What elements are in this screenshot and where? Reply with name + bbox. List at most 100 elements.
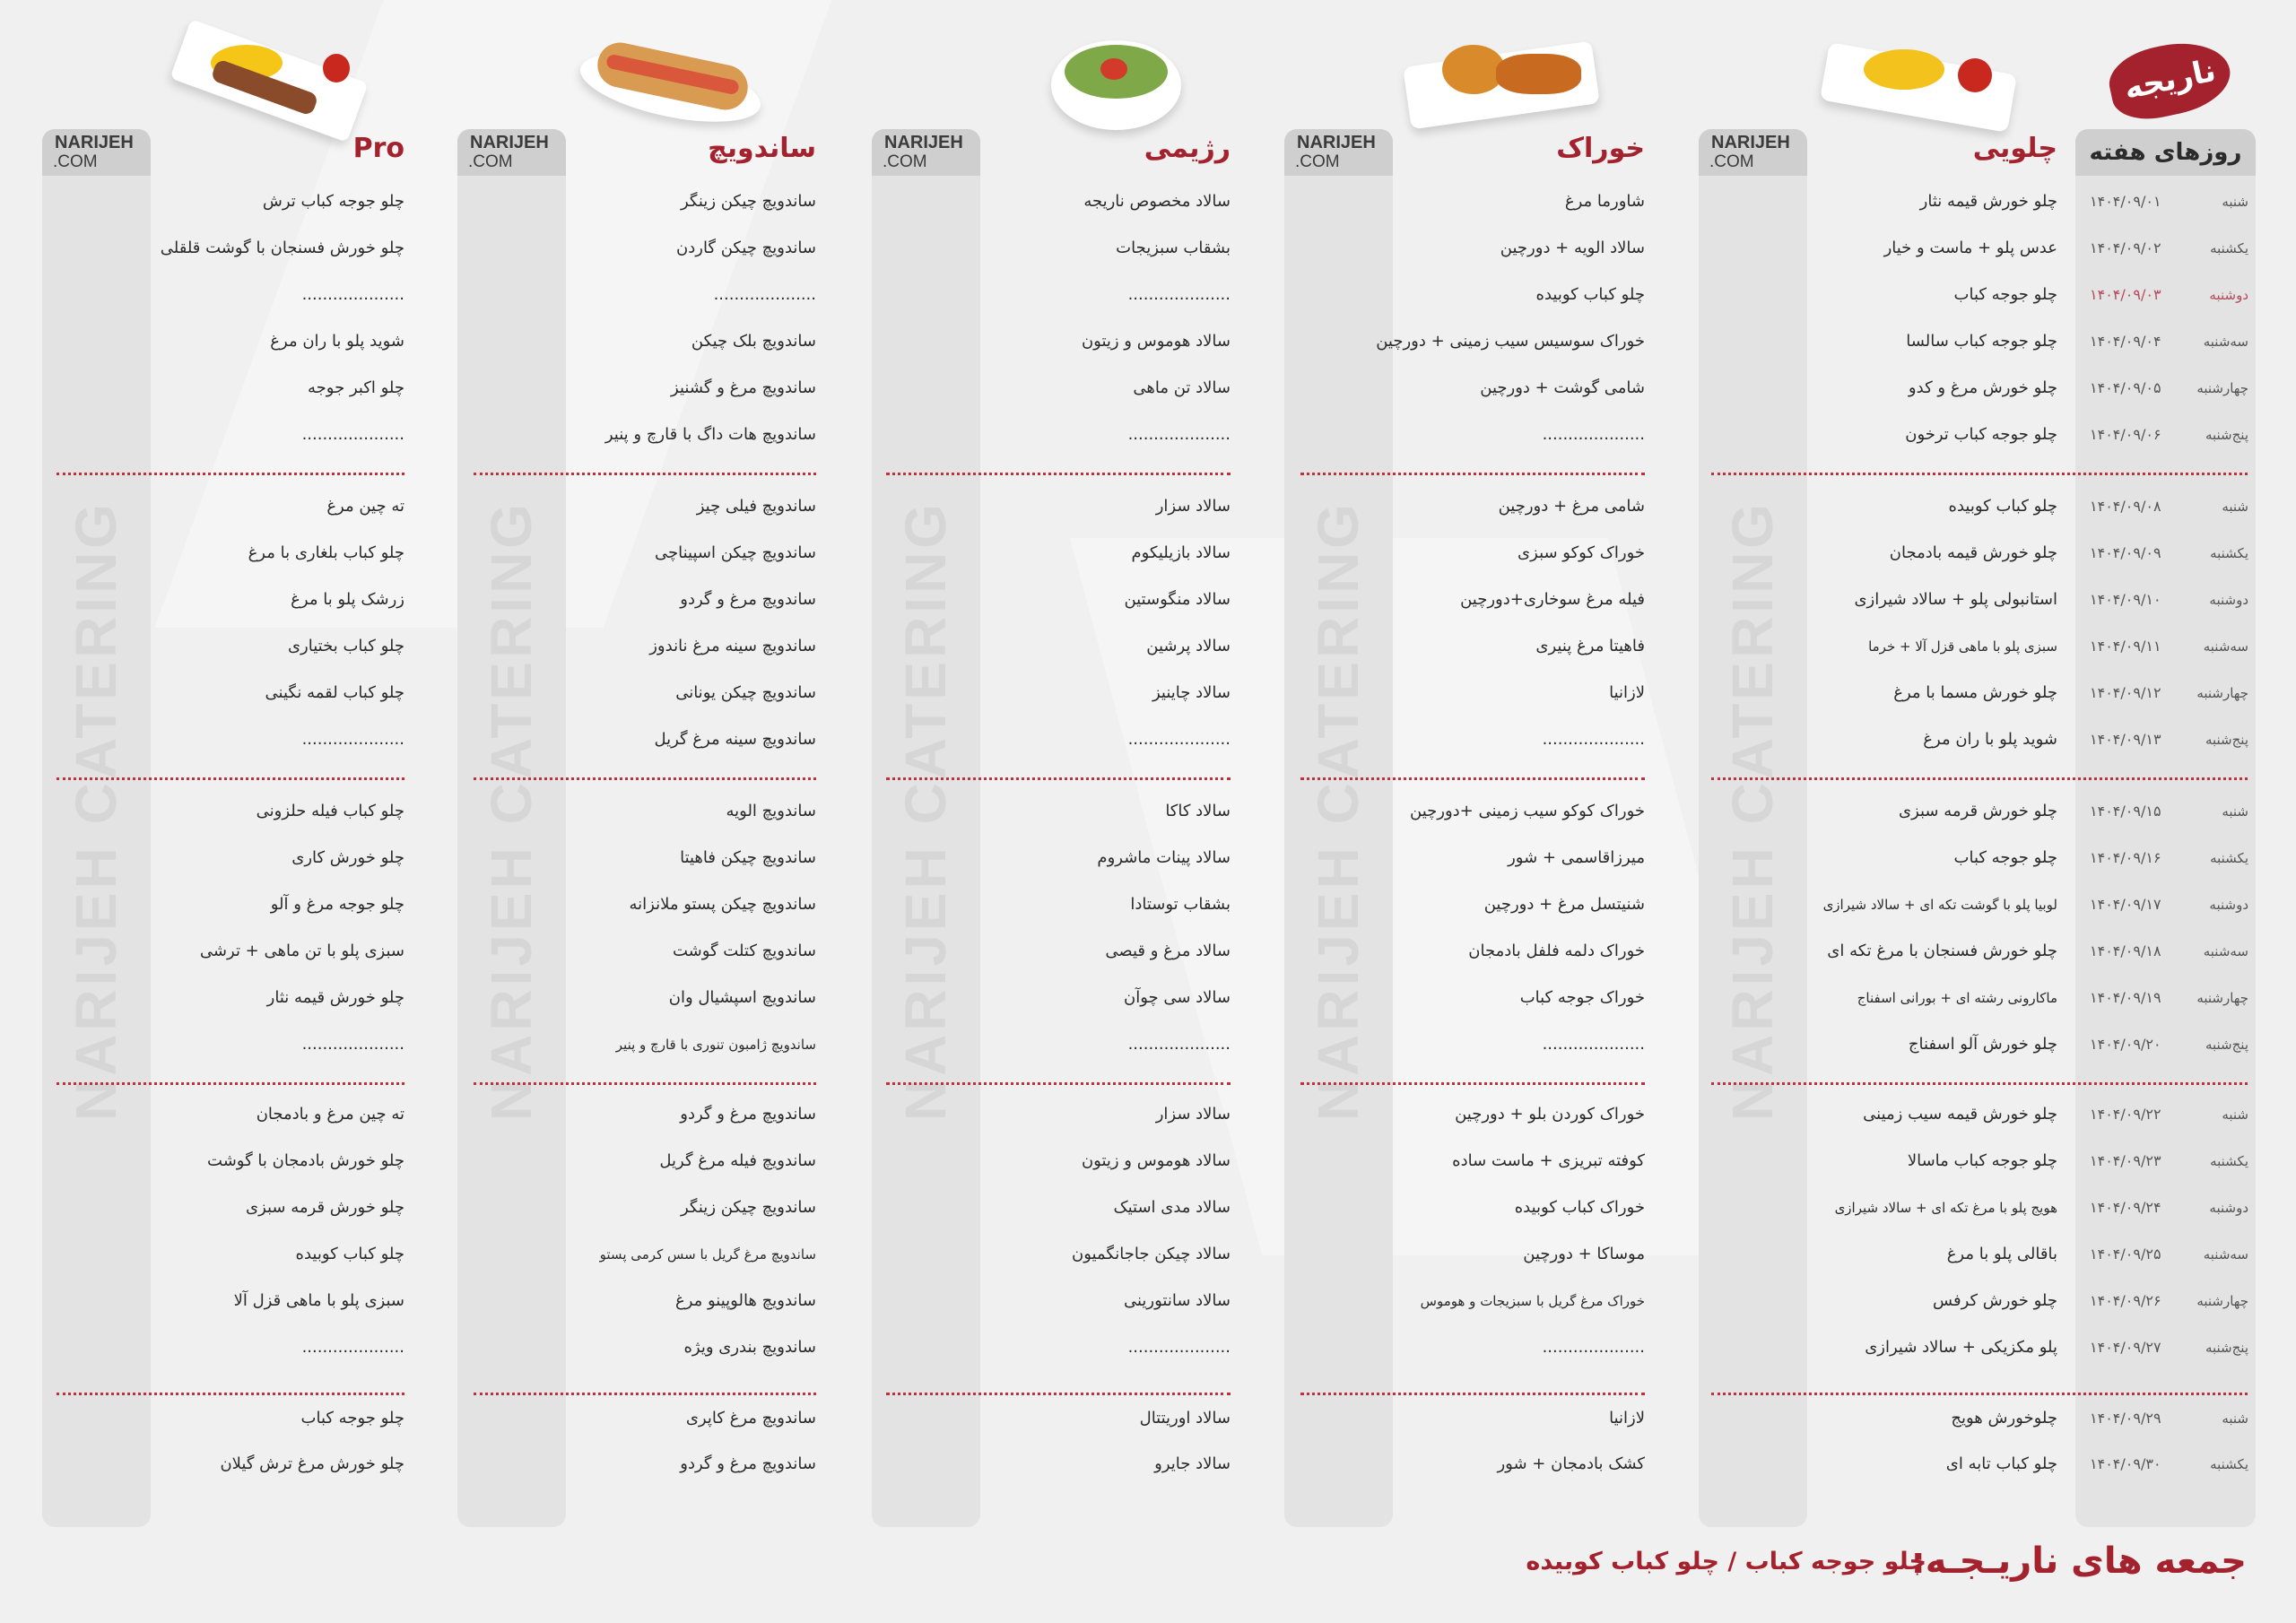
week-separator: [1711, 1082, 2248, 1085]
week-separator: [1300, 1393, 1645, 1395]
day-date: ۱۴۰۴/۰۹/۱۵: [2090, 803, 2161, 820]
watermark-text: NARIJEH CATERING: [1306, 499, 1370, 1122]
day-name: دوشنبه: [2209, 897, 2248, 913]
menu-item: خوراک مرغ گریل با سبزیجات و هوموس: [1420, 1293, 1645, 1309]
menu-item: چلو خورش قیمه نثار: [1919, 192, 2057, 211]
day-date: ۱۴۰۴/۰۹/۰۸: [2090, 498, 2161, 515]
menu-item: فیله مرغ سوخاری+دورچین: [1460, 590, 1645, 609]
menu-item: ساندویچ مرغ گریل با سس کرمی پستو: [599, 1246, 816, 1263]
menu-item: ساندویچ چیکن اسپیناچی: [655, 543, 816, 562]
column-title-khorak: خوراک: [1556, 133, 1645, 164]
menu-item: چلو خورش مرغ و کدو: [1908, 378, 2057, 397]
menu-item: کشک بادمجان + شور: [1497, 1454, 1645, 1473]
narijeh-brand-box: NARIJEH .COM: [1699, 129, 1807, 176]
narijeh-brand-box: NARIJEH .COM: [872, 129, 980, 176]
menu-item: چلو جوجه کباب: [1953, 848, 2057, 867]
brand-line-1: NARIJEH: [470, 133, 549, 152]
day-name: شنبه: [2222, 1410, 2248, 1427]
week-separator: [57, 1082, 404, 1085]
menu-item: چلو کباب کوبیده: [1535, 285, 1645, 304]
menu-item: ....................: [301, 285, 404, 304]
day-name: سه‌شنبه: [2203, 1246, 2248, 1263]
menu-item: ....................: [301, 730, 404, 749]
diet-side-strip: NARIJEH .COM NARIJEH CATERING: [872, 129, 980, 1527]
menu-item: چلوخورش هویج: [1951, 1409, 2057, 1428]
menu-item: ساندویچ چیکن پستو ملانزانه: [629, 895, 817, 914]
brand-line-2: .COM: [1709, 152, 1754, 171]
day-date: ۱۴۰۴/۰۹/۱۹: [2090, 989, 2161, 1006]
menu-item: سالاد کاکا: [1165, 802, 1231, 820]
day-name: سه‌شنبه: [2203, 943, 2248, 959]
day-name: دوشنبه: [2209, 287, 2248, 303]
menu-item: سالاد اوریتتال: [1139, 1409, 1231, 1428]
day-name: چهارشنبه: [2196, 990, 2248, 1006]
day-name: یکشنبه: [2210, 1456, 2248, 1472]
day-date: ۱۴۰۴/۰۹/۰۶: [2090, 426, 2161, 443]
menu-item: فاهیتا مرغ پنیری: [1535, 637, 1645, 655]
menu-item: سالاد هوموس و زیتون: [1081, 332, 1231, 351]
menu-item: خوراک کباب کوبیده: [1514, 1198, 1645, 1217]
week-separator: [57, 473, 404, 475]
menu-item: سالاد تن ماهی: [1133, 378, 1231, 397]
day-date: ۱۴۰۴/۰۹/۲۴: [2090, 1199, 2161, 1216]
menu-item: شاورما مرغ: [1564, 192, 1645, 211]
menu-item: هویج پلو با مرغ تکه ای + سالاد شیرازی: [1834, 1200, 2057, 1216]
day-date: ۱۴۰۴/۰۹/۱۷: [2090, 896, 2161, 913]
menu-item: چلو خورش قرمه سبزی: [1898, 802, 2057, 820]
menu-item: سالاد پینات ماشروم: [1097, 848, 1231, 867]
menu-item: ساندویچ چیکن زینگر: [681, 192, 816, 211]
khorak-side-strip: NARIJEH .COM NARIJEH CATERING: [1284, 129, 1393, 1527]
menu-item: سالاد جایرو: [1154, 1454, 1231, 1473]
menu-item: چلو کباب بختیاری: [287, 637, 404, 655]
column-title-diet: رژیمی: [1144, 133, 1231, 164]
menu-item: ساندویچ مرغ و گردو: [680, 1454, 816, 1473]
day-name: پنج‌شنبه: [2205, 732, 2248, 748]
day-date: ۱۴۰۴/۰۹/۲۷: [2090, 1339, 2161, 1356]
menu-item: ته چین مرغ و بادمجان: [256, 1105, 404, 1124]
day-date: ۱۴۰۴/۰۹/۲۵: [2090, 1245, 2161, 1263]
menu-item: ....................: [1127, 1035, 1231, 1054]
menu-item: چلو خورش مسما با مرغ: [1893, 683, 2057, 702]
menu-item: خوراک سوسیس سیب زمینی + دورچین: [1376, 332, 1645, 351]
narijeh-logo: ناریجه: [2103, 32, 2237, 127]
menu-item: ساندویچ سینه مرغ ناندوز: [649, 637, 816, 655]
menu-item: ساندویچ فیلی چیز: [696, 497, 816, 516]
menu-item: لوبیا پلو با گوشت تکه ای + سالاد شیرازی: [1822, 897, 2057, 913]
menu-item: سالاد پرشین: [1146, 637, 1231, 655]
day-date: ۱۴۰۴/۰۹/۲۹: [2090, 1410, 2161, 1427]
menu-item: خوراک جوجه کباب: [1519, 988, 1645, 1007]
menu-item: چلو خورش فسنجان با مرغ تکه ای: [1827, 942, 2057, 960]
menu-item: سالاد سزار: [1155, 1105, 1231, 1124]
menu-item: خوراک کوکو سبزی: [1518, 543, 1645, 562]
day-date: ۱۴۰۴/۰۹/۱۸: [2090, 942, 2161, 959]
menu-item: شامی گوشت + دورچین: [1480, 378, 1645, 397]
day-name: شنبه: [2222, 194, 2248, 210]
menu-item: سبزی پلو با ماهی قزل آلا: [233, 1291, 404, 1310]
day-date: ۱۴۰۴/۰۹/۰۴: [2090, 333, 2161, 350]
menu-item: سالاد سی چوآن: [1123, 988, 1231, 1007]
day-name: دوشنبه: [2209, 1200, 2248, 1216]
menu-item: سالاد مرغ و قیصی: [1105, 942, 1231, 960]
menu-item: چلو کباب کوبیده: [295, 1245, 404, 1263]
salad-bowl-image: [1051, 31, 1181, 130]
pro-side-strip: NARIJEH .COM NARIJEH CATERING: [42, 129, 151, 1527]
menu-item: ساندویچ اسپشیال وان: [668, 988, 816, 1007]
menu-item: چلو کباب تابه ای: [1945, 1454, 2057, 1473]
menu-item: چلو جوجه مرغ و آلو: [270, 895, 404, 914]
menu-item: لازانیا: [1609, 683, 1645, 702]
menu-item: ....................: [1542, 425, 1645, 444]
menu-item: سالاد منگوستین: [1124, 590, 1231, 609]
menu-item: ....................: [1542, 1338, 1645, 1357]
menu-item: ....................: [301, 425, 404, 444]
brand-line-1: NARIJEH: [1297, 133, 1376, 152]
menu-item: چلو خورش آلو اسفناج: [1908, 1035, 2057, 1054]
menu-item: بشقاب سبزیجات: [1116, 239, 1231, 257]
sandwich-side-strip: NARIJEH .COM NARIJEH CATERING: [457, 129, 566, 1527]
menu-item: چلو جوجه کباب: [300, 1409, 404, 1428]
week-separator: [1300, 1082, 1645, 1085]
day-date: ۱۴۰۴/۰۹/۰۵: [2090, 379, 2161, 396]
menu-item: سالاد بازیلیکوم: [1131, 543, 1231, 562]
watermark-text: NARIJEH CATERING: [479, 499, 544, 1122]
menu-item: ساندویچ هات داگ با قارچ و پنیر: [604, 425, 816, 444]
menu-item: ....................: [1127, 730, 1231, 749]
